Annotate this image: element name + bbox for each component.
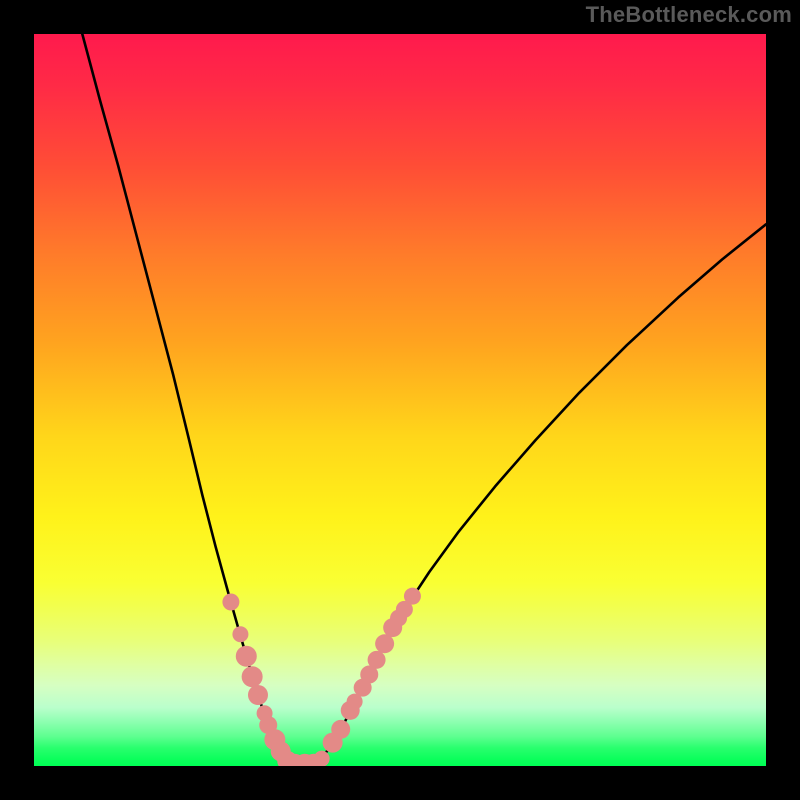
- marker-dot: [222, 594, 239, 611]
- attribution-text: TheBottleneck.com: [586, 2, 792, 28]
- marker-dot: [404, 588, 421, 605]
- curve-left-branch: [82, 34, 294, 764]
- chart-container: TheBottleneck.com: [0, 0, 800, 800]
- marker-dot: [314, 751, 330, 766]
- curve-right-branch: [314, 224, 766, 763]
- marker-dot: [331, 720, 350, 739]
- plot-area: [34, 34, 766, 766]
- marker-dot: [232, 626, 248, 642]
- marker-dot: [236, 646, 257, 667]
- marker-dot: [368, 651, 386, 669]
- marker-dot: [248, 685, 268, 705]
- marker-group: [222, 588, 421, 766]
- marker-dot: [375, 634, 394, 653]
- marker-dot: [242, 666, 263, 687]
- curve-layer: [34, 34, 766, 766]
